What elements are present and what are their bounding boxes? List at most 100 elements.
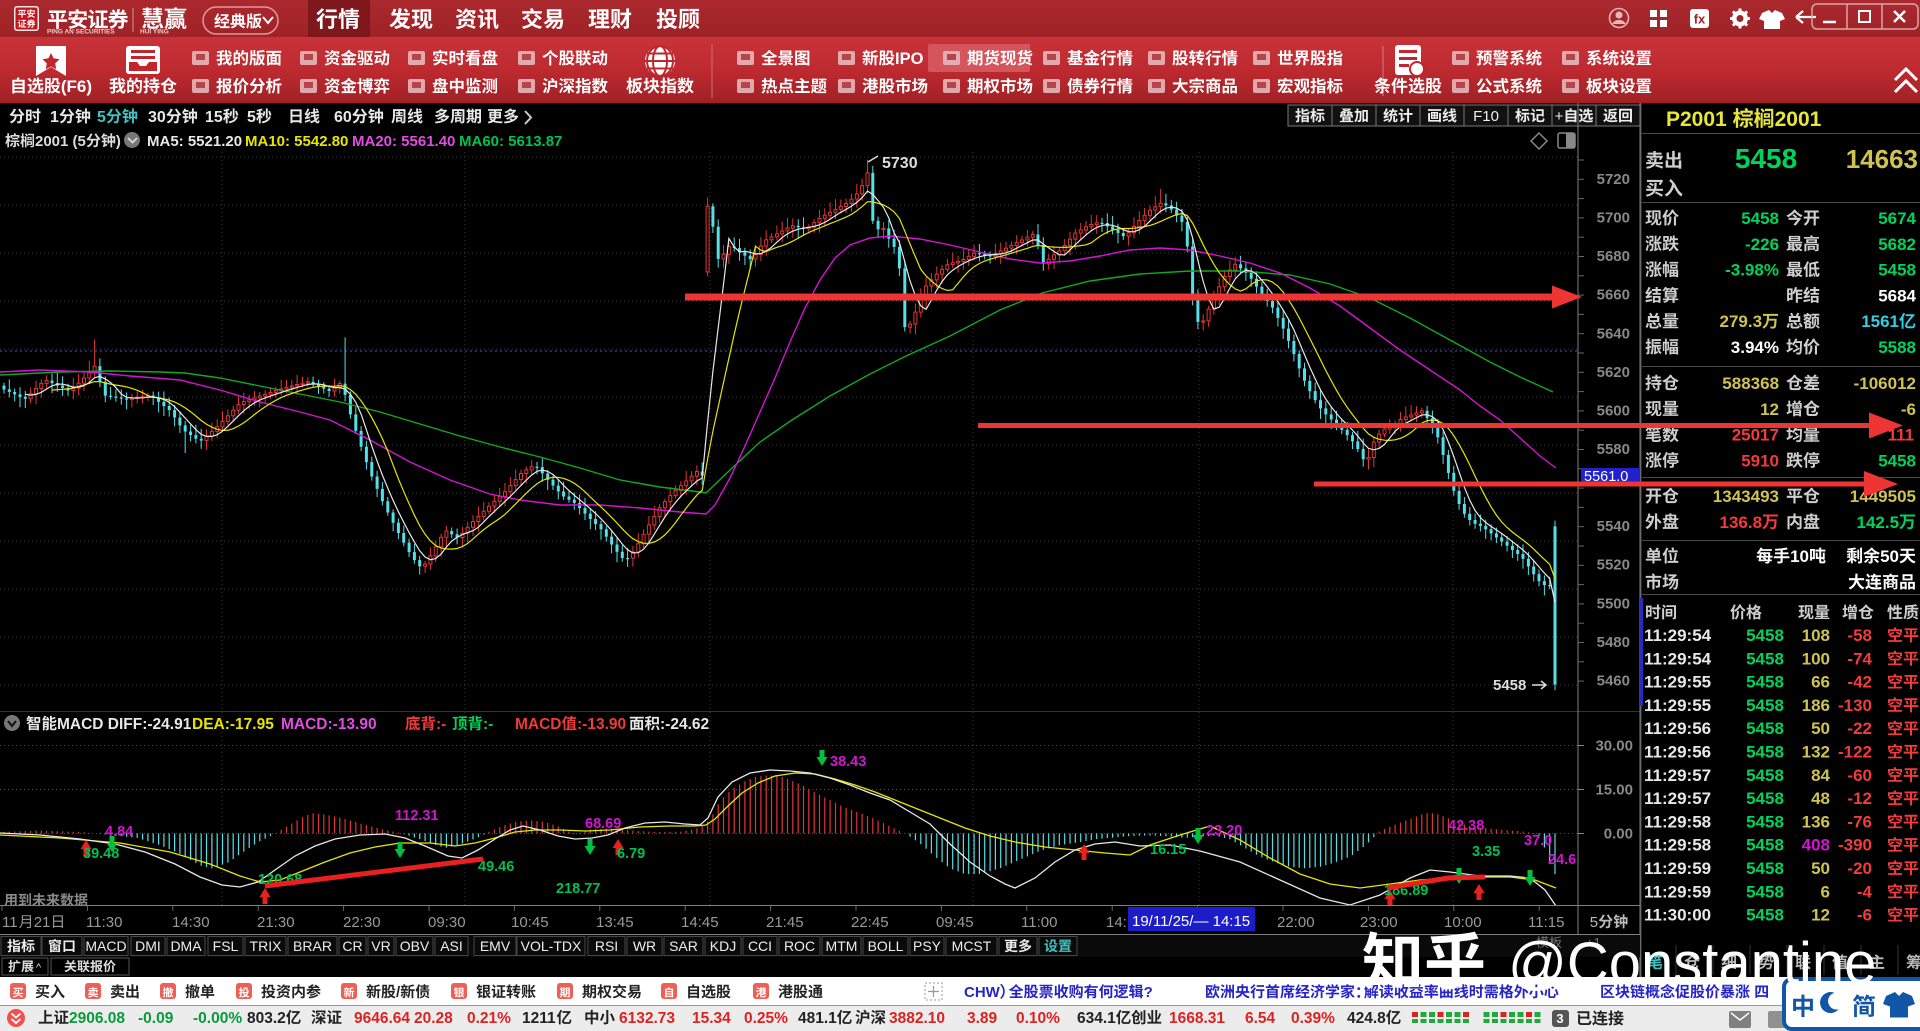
svg-text:11:29:55: 11:29:55	[1644, 673, 1711, 692]
svg-text:0.00: 0.00	[1604, 826, 1633, 843]
svg-text:37.0: 37.0	[1524, 833, 1552, 849]
svg-text:fx: fx	[1694, 12, 1706, 27]
svg-text:VR: VR	[371, 938, 390, 954]
svg-text:5458: 5458	[1878, 451, 1916, 470]
svg-text:588368: 588368	[1722, 374, 1779, 393]
svg-text:15: 15	[205, 109, 223, 126]
svg-text:10:00: 10:00	[1444, 914, 1482, 931]
svg-text:-6: -6	[1901, 400, 1916, 419]
svg-text:22:30: 22:30	[343, 914, 381, 931]
svg-text:1561: 1561	[1861, 312, 1899, 331]
svg-text:-106012: -106012	[1854, 374, 1916, 393]
svg-text:13:45: 13:45	[596, 914, 634, 931]
svg-text:ROC: ROC	[784, 938, 815, 954]
svg-text:^: ^	[36, 962, 42, 974]
svg-text:6132.73: 6132.73	[619, 1010, 675, 1027]
svg-text:BOLL: BOLL	[868, 938, 904, 954]
svg-text:11:00: 11:00	[1021, 914, 1057, 931]
svg-text:279.3: 279.3	[1720, 312, 1763, 331]
svg-text:481.1: 481.1	[798, 1010, 837, 1027]
svg-text:112.31: 112.31	[395, 808, 439, 824]
svg-text:0.25%: 0.25%	[744, 1010, 788, 1027]
svg-text::-: :-	[483, 716, 493, 733]
svg-text:39.48: 39.48	[83, 846, 119, 862]
svg-text:5682: 5682	[1878, 235, 1916, 254]
svg-text:09:45: 09:45	[936, 914, 974, 931]
svg-text:5660: 5660	[1597, 287, 1630, 304]
svg-text:5520: 5520	[1597, 557, 1630, 574]
svg-text:1211: 1211	[522, 1010, 556, 1027]
svg-text:21:45: 21:45	[766, 914, 804, 931]
svg-text:803.2: 803.2	[247, 1010, 286, 1027]
svg-text:11:29:54: 11:29:54	[1644, 626, 1712, 645]
svg-text:MA20: 5561.40: MA20: 5561.40	[352, 133, 455, 150]
svg-text:21:30: 21:30	[257, 914, 295, 931]
svg-text:ASI: ASI	[440, 938, 463, 954]
svg-text:5458: 5458	[1741, 209, 1779, 228]
svg-text:OBV: OBV	[400, 938, 430, 954]
svg-text:30.00: 30.00	[1595, 738, 1633, 755]
svg-text:HUI YING: HUI YING	[140, 29, 169, 36]
svg-text:16.15: 16.15	[1150, 842, 1186, 858]
svg-text:3.94%: 3.94%	[1731, 338, 1779, 357]
svg-text:5458: 5458	[1746, 719, 1784, 738]
svg-text:WR: WR	[633, 938, 656, 954]
svg-text:CHW）: CHW）	[964, 983, 1015, 1001]
svg-text:60: 60	[334, 109, 352, 126]
svg-text:3.35: 3.35	[1472, 844, 1500, 860]
svg-text:5458: 5458	[1746, 789, 1784, 808]
svg-text:?: ?	[1144, 984, 1153, 1001]
svg-text:21: 21	[34, 914, 51, 931]
svg-text:-226: -226	[1745, 235, 1779, 254]
svg-text:3: 3	[1556, 1011, 1563, 1026]
svg-text:5620: 5620	[1597, 364, 1630, 381]
svg-text:5458: 5458	[1746, 859, 1784, 878]
svg-text:5910: 5910	[1741, 451, 1779, 470]
svg-text:24.6: 24.6	[1548, 852, 1576, 868]
svg-text:0.10%: 0.10%	[1016, 1010, 1060, 1027]
svg-text:09:30: 09:30	[428, 914, 466, 931]
svg-text:14:45: 14:45	[681, 914, 719, 931]
svg-text:5458: 5458	[1735, 143, 1797, 174]
svg-text:10:45: 10:45	[511, 914, 549, 931]
svg-text:DMA: DMA	[170, 938, 202, 954]
svg-text:5458: 5458	[1746, 673, 1784, 692]
svg-text:P2001: P2001	[1666, 108, 1727, 131]
svg-text:12: 12	[1760, 400, 1779, 419]
svg-text:CCI: CCI	[748, 938, 772, 954]
svg-text:10: 10	[1790, 547, 1809, 566]
svg-text:CR: CR	[342, 938, 362, 954]
svg-text::-24.62: :-24.62	[660, 716, 709, 733]
svg-text:68.69: 68.69	[585, 816, 621, 832]
svg-text:5640: 5640	[1597, 325, 1630, 342]
svg-text:KDJ: KDJ	[710, 938, 736, 954]
svg-text:4.84: 4.84	[105, 824, 133, 840]
svg-text:5: 5	[1590, 914, 1598, 931]
svg-text:186: 186	[1802, 696, 1830, 715]
svg-text::-13.90: :-13.90	[577, 716, 626, 733]
svg-text:5: 5	[247, 109, 256, 126]
svg-text:38.43: 38.43	[830, 754, 866, 770]
svg-text:11:29:57: 11:29:57	[1644, 789, 1711, 808]
svg-text:-0.00%: -0.00%	[193, 1010, 242, 1027]
svg-text:VOL-TDX: VOL-TDX	[521, 938, 582, 954]
svg-text:5684: 5684	[1878, 286, 1916, 305]
svg-text:-76: -76	[1847, 812, 1872, 831]
svg-text:1449505: 1449505	[1850, 487, 1916, 506]
svg-text:5: 5	[97, 109, 106, 126]
svg-text:IPO: IPO	[895, 50, 924, 68]
svg-text:5460: 5460	[1597, 672, 1630, 689]
svg-text:20.28: 20.28	[414, 1010, 453, 1027]
svg-text:MACD:-13.90: MACD:-13.90	[281, 716, 377, 733]
svg-text:-42: -42	[1847, 673, 1872, 692]
svg-text:@Constantine: @Constantine	[1508, 931, 1876, 996]
svg-text:0.39%: 0.39%	[1291, 1010, 1335, 1027]
svg-text:23.20: 23.20	[1206, 823, 1242, 839]
svg-text:50: 50	[1811, 719, 1830, 738]
svg-text:11:29:56: 11:29:56	[1644, 719, 1711, 738]
svg-text:MACD: MACD	[85, 938, 126, 954]
svg-text:25017: 25017	[1732, 426, 1779, 445]
svg-text:5540: 5540	[1597, 518, 1630, 535]
svg-text:5458: 5458	[1746, 812, 1784, 831]
svg-text:5458: 5458	[1746, 696, 1784, 715]
